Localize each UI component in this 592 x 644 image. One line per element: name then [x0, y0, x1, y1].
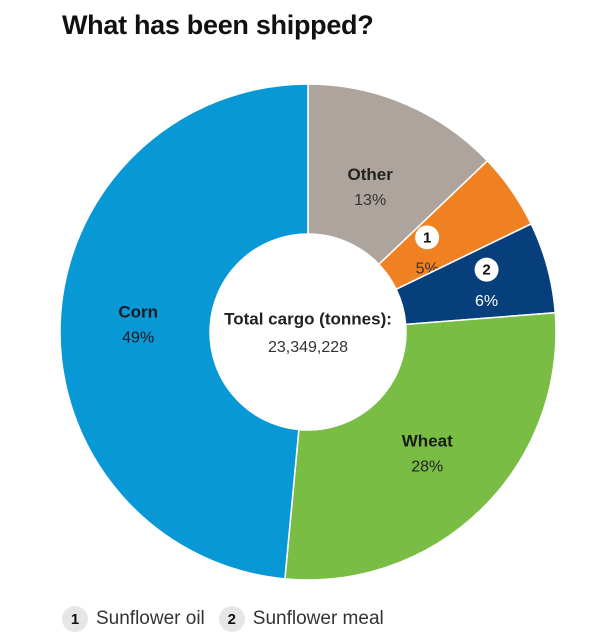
slice-pct-corn: 49%	[122, 329, 154, 346]
slice-pct-wheat: 28%	[411, 458, 443, 475]
slice-pct-other: 13%	[354, 192, 386, 209]
legend-item-sunflower-meal: 2 Sunflower meal	[218, 606, 384, 632]
legend: 1 Sunflower oil 2 Sunflower meal	[62, 606, 398, 632]
donut-hole	[210, 234, 406, 430]
legend-item-sunflower-oil: 1 Sunflower oil	[62, 606, 205, 632]
slice-label-other: Other	[347, 165, 393, 184]
slice-other	[307, 83, 489, 266]
slice-label-corn: Corn	[118, 303, 158, 322]
slice-label-wheat: Wheat	[402, 432, 453, 451]
chart-title: What has been shipped?	[62, 10, 374, 40]
center-label: Total cargo (tonnes):	[224, 309, 392, 328]
center-value: 23,349,228	[268, 339, 348, 356]
legend-label-sunflower-oil: Sunflower oil	[96, 608, 205, 629]
legend-label-sunflower-meal: Sunflower meal	[252, 608, 384, 629]
slice-badge-text-1: 1	[423, 229, 431, 246]
slice-badge-1	[415, 225, 440, 250]
slice-badge-text-2: 2	[482, 262, 490, 279]
slice-corn	[59, 83, 309, 580]
legend-badge-2: 2	[218, 606, 245, 632]
slice-wheat	[284, 311, 557, 581]
legend-badge-1: 1	[62, 606, 88, 632]
slice-pct-badge-2: 6%	[475, 293, 498, 310]
slice-badge-2	[474, 257, 499, 282]
